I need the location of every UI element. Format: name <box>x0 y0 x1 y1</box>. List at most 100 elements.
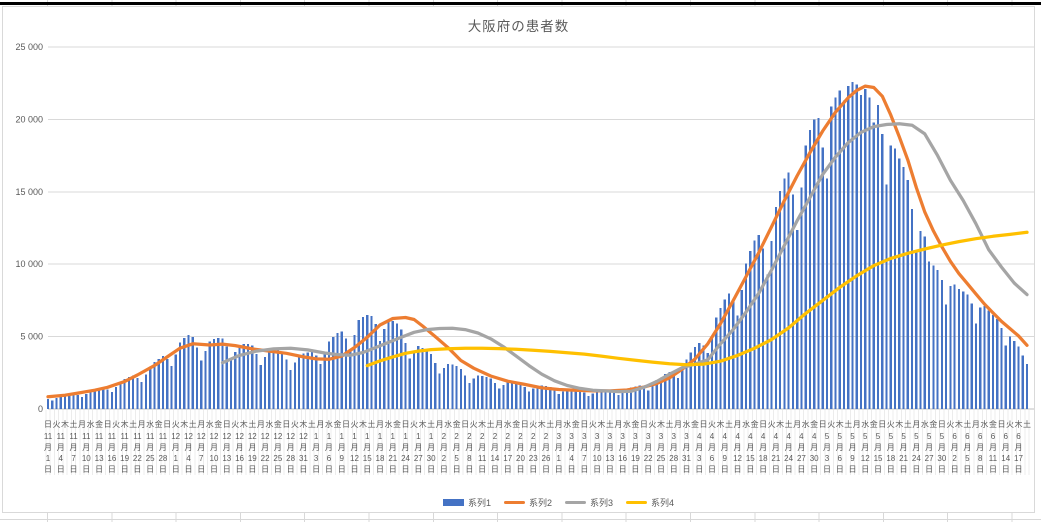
bar <box>366 315 369 409</box>
svg-text:3: 3 <box>557 432 562 441</box>
svg-text:11: 11 <box>478 454 487 463</box>
svg-text:月: 月 <box>261 443 269 452</box>
svg-text:日: 日 <box>542 465 550 474</box>
svg-text:日: 日 <box>848 465 856 474</box>
svg-text:27: 27 <box>797 454 806 463</box>
svg-text:月: 月 <box>465 443 473 452</box>
svg-text:1: 1 <box>365 432 370 441</box>
svg-text:日: 日 <box>389 465 397 474</box>
svg-text:16: 16 <box>235 454 244 463</box>
bar <box>787 172 790 409</box>
bar <box>468 382 471 409</box>
svg-text:木: 木 <box>478 419 486 429</box>
svg-text:日: 日 <box>657 465 665 474</box>
bar <box>1025 364 1029 409</box>
bar <box>647 390 650 409</box>
bar <box>800 187 803 409</box>
svg-text:木: 木 <box>955 419 963 429</box>
bar <box>140 382 143 409</box>
svg-text:日: 日 <box>223 420 231 429</box>
bar <box>157 358 160 409</box>
bar <box>676 378 680 409</box>
svg-text:月: 月 <box>376 443 384 452</box>
bar <box>595 391 599 409</box>
svg-text:土: 土 <box>427 419 435 429</box>
svg-text:月: 月 <box>325 443 333 452</box>
svg-text:日: 日 <box>44 465 52 474</box>
x-axis-date-labels: 11月1日11月4日11月7日11月10日11月13日11月16日11月19日1… <box>44 432 1024 474</box>
svg-text:3: 3 <box>646 432 651 441</box>
svg-text:金: 金 <box>214 419 222 429</box>
svg-text:月: 月 <box>925 443 933 452</box>
svg-text:5: 5 <box>850 432 855 441</box>
bar <box>732 300 735 409</box>
svg-text:月: 月 <box>772 443 780 452</box>
bar <box>276 349 279 409</box>
svg-text:金: 金 <box>393 419 401 429</box>
svg-text:金: 金 <box>929 419 937 429</box>
bar <box>438 373 441 409</box>
bar <box>55 398 58 409</box>
bar <box>655 379 658 409</box>
svg-text:2: 2 <box>467 432 472 441</box>
svg-text:4: 4 <box>59 454 64 463</box>
bar <box>583 392 586 409</box>
svg-text:2: 2 <box>493 432 498 441</box>
bar <box>59 395 62 409</box>
svg-text:20: 20 <box>516 454 525 463</box>
svg-text:日: 日 <box>912 465 920 474</box>
bar <box>221 338 224 409</box>
svg-text:12: 12 <box>273 432 282 441</box>
bar <box>472 378 475 409</box>
bar <box>791 194 794 409</box>
line-series-3 <box>220 122 1029 394</box>
svg-text:月: 月 <box>785 443 793 452</box>
svg-text:日: 日 <box>338 465 346 474</box>
svg-text:3: 3 <box>595 432 600 441</box>
bar <box>238 345 241 409</box>
chart-title: 大阪府の患者数 <box>467 19 570 34</box>
svg-text:25 000: 25 000 <box>15 42 43 52</box>
bar <box>336 333 339 409</box>
svg-text:1: 1 <box>403 432 408 441</box>
svg-text:月: 月 <box>197 443 205 452</box>
svg-text:日: 日 <box>938 465 946 474</box>
svg-text:月: 月 <box>363 443 371 452</box>
bar <box>315 355 318 409</box>
svg-text:月: 月 <box>759 443 767 452</box>
bar <box>710 336 714 409</box>
bar <box>740 289 743 409</box>
svg-text:木: 木 <box>776 419 784 429</box>
svg-text:日: 日 <box>797 465 805 474</box>
svg-text:月: 月 <box>210 443 218 452</box>
bar <box>817 117 820 409</box>
bar <box>1004 345 1007 409</box>
svg-text:日: 日 <box>70 465 78 474</box>
svg-text:19: 19 <box>120 454 129 463</box>
svg-text:水: 水 <box>623 419 631 429</box>
bar <box>953 284 956 409</box>
svg-text:月: 月 <box>900 443 908 452</box>
svg-text:月: 月 <box>172 443 180 452</box>
svg-text:5: 5 <box>837 432 842 441</box>
svg-text:5: 5 <box>454 454 459 463</box>
bar <box>736 315 739 409</box>
svg-text:金: 金 <box>989 419 997 429</box>
bar <box>902 167 905 409</box>
bar <box>80 396 84 409</box>
bar <box>174 354 177 409</box>
sheet-border-line <box>0 2 1041 5</box>
bar <box>834 97 837 410</box>
svg-text:月: 月 <box>453 443 461 452</box>
bar <box>779 191 782 409</box>
svg-text:25: 25 <box>656 454 665 463</box>
svg-text:日: 日 <box>57 465 65 474</box>
svg-text:月: 月 <box>1014 443 1022 452</box>
svg-text:1: 1 <box>352 432 357 441</box>
bar <box>187 335 190 409</box>
bar <box>685 359 688 409</box>
svg-text:月: 月 <box>912 420 920 429</box>
svg-text:日: 日 <box>1002 465 1010 474</box>
svg-text:日: 日 <box>823 465 831 474</box>
